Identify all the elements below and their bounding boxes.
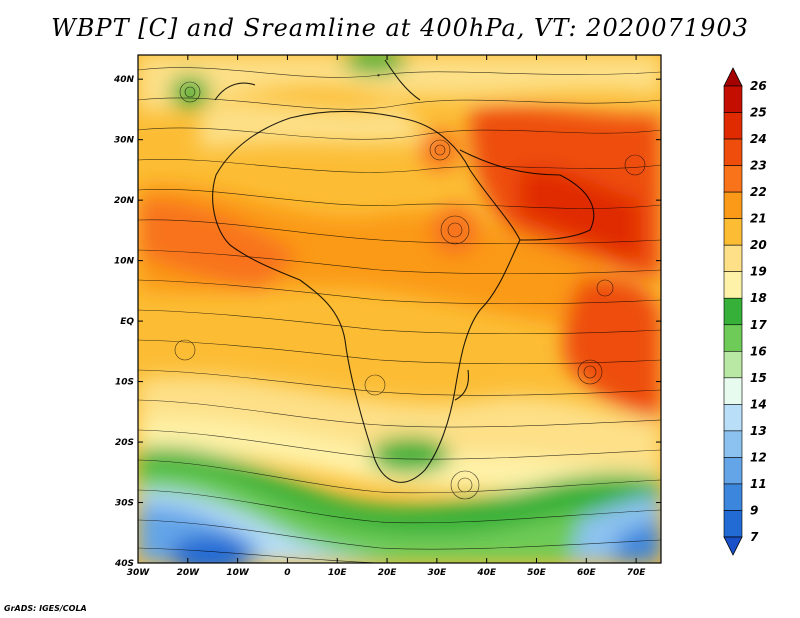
- lon-tick-label: 10E: [328, 568, 348, 578]
- wbpt-field: [138, 55, 661, 563]
- colorbar-bottom-arrow: [723, 536, 743, 556]
- colorbar-label: 17: [750, 318, 767, 332]
- grads-credit: GrADS: IGES/COLA: [4, 604, 87, 613]
- lat-tick-label: 40N: [113, 75, 135, 85]
- colorbar-label: 15: [750, 371, 767, 385]
- colorbar-segment: [723, 271, 743, 299]
- lon-tick-label: 60E: [577, 568, 597, 578]
- colorbar-segment: [723, 138, 743, 166]
- colorbar-label: 7: [750, 530, 759, 544]
- lon-tick-label: 40E: [476, 568, 497, 578]
- lon-tick-label: 20E: [378, 568, 398, 578]
- lat-tick-label: 20N: [114, 196, 135, 206]
- colorbar-segment: [723, 218, 743, 246]
- colorbar-label: 14: [750, 397, 767, 411]
- lat-tick-label: 30N: [114, 136, 135, 146]
- colorbar-label: 12: [750, 450, 767, 464]
- colorbar-label: 11: [750, 477, 767, 491]
- colorbar-label: 13: [750, 424, 767, 438]
- colorbar-segment: [723, 404, 743, 432]
- colorbar-segment: [723, 350, 743, 379]
- lat-tick-label: EQ: [120, 317, 134, 327]
- latitude-axis: 40N 30N 20N 10N EQ 10S 20S 30S 40S: [113, 75, 661, 569]
- colorbar-label: 21: [750, 212, 767, 226]
- colorbar-top-arrow: [723, 67, 743, 87]
- colorbar-segment: [723, 244, 743, 273]
- colorbar-label: 22: [750, 185, 767, 199]
- colorbar-segment: [723, 457, 743, 485]
- colorbar-segment: [723, 112, 743, 140]
- lon-tick-label: 30W: [127, 568, 151, 578]
- colorbar-segment: [723, 297, 743, 326]
- colorbar-segment: [723, 430, 743, 458]
- map-title: WBPT [C] and Sreamline at 400hPa, VT: 20…: [51, 14, 749, 42]
- lon-tick-label: 10W: [226, 568, 250, 578]
- colorbar: 26 25 24 23 22 21 20 19 18 17 16 15 14 13 12 11 9 7: [723, 67, 767, 556]
- lon-tick-label: 50E: [527, 568, 547, 578]
- colorbar-segment: [723, 377, 743, 405]
- colorbar-label: 23: [750, 159, 767, 173]
- lon-tick-label: 0: [284, 568, 290, 578]
- lon-tick-label: 30E: [428, 568, 448, 578]
- lat-tick-label: 10S: [115, 378, 134, 388]
- lat-tick-label: 30S: [115, 499, 134, 509]
- lat-tick-label: 20S: [115, 438, 134, 448]
- colorbar-label: 20: [750, 238, 767, 252]
- lon-tick-label: 20W: [177, 568, 201, 578]
- colorbar-segment: [723, 324, 743, 352]
- colorbar-segment: [723, 191, 743, 219]
- colorbar-label: 25: [750, 106, 767, 120]
- longitude-axis: 30W 20W 10W 0 10E 20E 30E 40E 50E 60E 70E: [127, 55, 647, 578]
- colorbar-label: 19: [750, 265, 767, 279]
- colorbar-label: 26: [750, 79, 767, 93]
- colorbar-label: 9: [750, 503, 758, 517]
- colorbar-segment: [723, 483, 743, 511]
- colorbar-label: 24: [750, 132, 767, 146]
- colorbar-label: 16: [750, 344, 767, 358]
- map-frame: [137, 54, 662, 564]
- lat-tick-label: 10N: [114, 257, 135, 267]
- colorbar-label: 18: [750, 291, 767, 305]
- colorbar-segment: [723, 85, 743, 113]
- colorbar-segment: [723, 510, 743, 538]
- colorbar-segment: [723, 165, 743, 193]
- lon-tick-label: 70E: [627, 568, 647, 578]
- lat-tick-label: 40S: [114, 559, 134, 569]
